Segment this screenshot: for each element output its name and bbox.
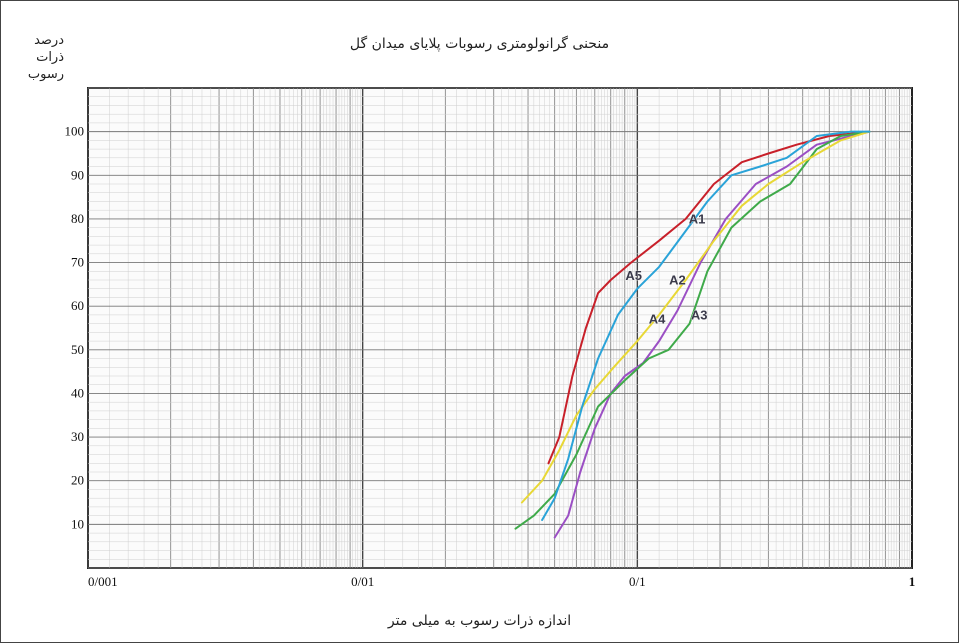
series-annotation: A1	[689, 211, 706, 226]
y-axis-label-line: رسوب	[27, 67, 64, 82]
series-line-a1	[547, 130, 871, 465]
series-annotation: A3	[691, 307, 708, 322]
y-axis-label-line: درصد	[34, 33, 64, 48]
x-tick-label: 0/1	[629, 574, 646, 589]
plot-area	[87, 87, 913, 569]
x-tick-label: 0/001	[88, 574, 118, 589]
y-tick-label: 30	[71, 429, 84, 444]
y-axis-label: درصد ذرات رسوب	[16, 32, 64, 83]
x-tick-label: 0/01	[351, 574, 374, 589]
axes: 10 20 30 40 50 60 70 80 90 100 0/001 0/01 0/1 1	[65, 124, 916, 589]
y-tick-label: 10	[71, 516, 84, 531]
y-tick-label: 70	[71, 255, 84, 270]
y-tick-label: 80	[71, 211, 84, 226]
y-tick-label: 20	[71, 473, 84, 488]
series-annotation: A4	[649, 312, 666, 327]
y-tick-label: 40	[71, 385, 84, 400]
series-line-a4	[520, 130, 871, 504]
y-tick-label: 90	[71, 167, 84, 182]
y-axis-label-line: ذرات	[36, 50, 64, 65]
x-axis-label: اندازه ذرات رسوب به میلی متر	[387, 613, 572, 629]
series-annotation: A2	[669, 272, 686, 287]
y-tick-label: 100	[65, 124, 85, 139]
x-tick-label: 1	[909, 574, 916, 589]
annotation-layer: A1 A2 A3 A4 A5	[625, 211, 708, 327]
series-layer	[514, 130, 871, 539]
grid	[87, 87, 913, 569]
y-tick-label: 50	[71, 342, 84, 357]
y-tick-label: 60	[71, 298, 84, 313]
series-line-a3	[514, 130, 871, 530]
series-line-a2	[553, 130, 871, 539]
series-line-a5	[541, 130, 871, 521]
series-annotation: A5	[625, 268, 642, 283]
chart-title: منحنی گرانولومتری رسوبات پلایای میدان گل	[349, 36, 610, 52]
